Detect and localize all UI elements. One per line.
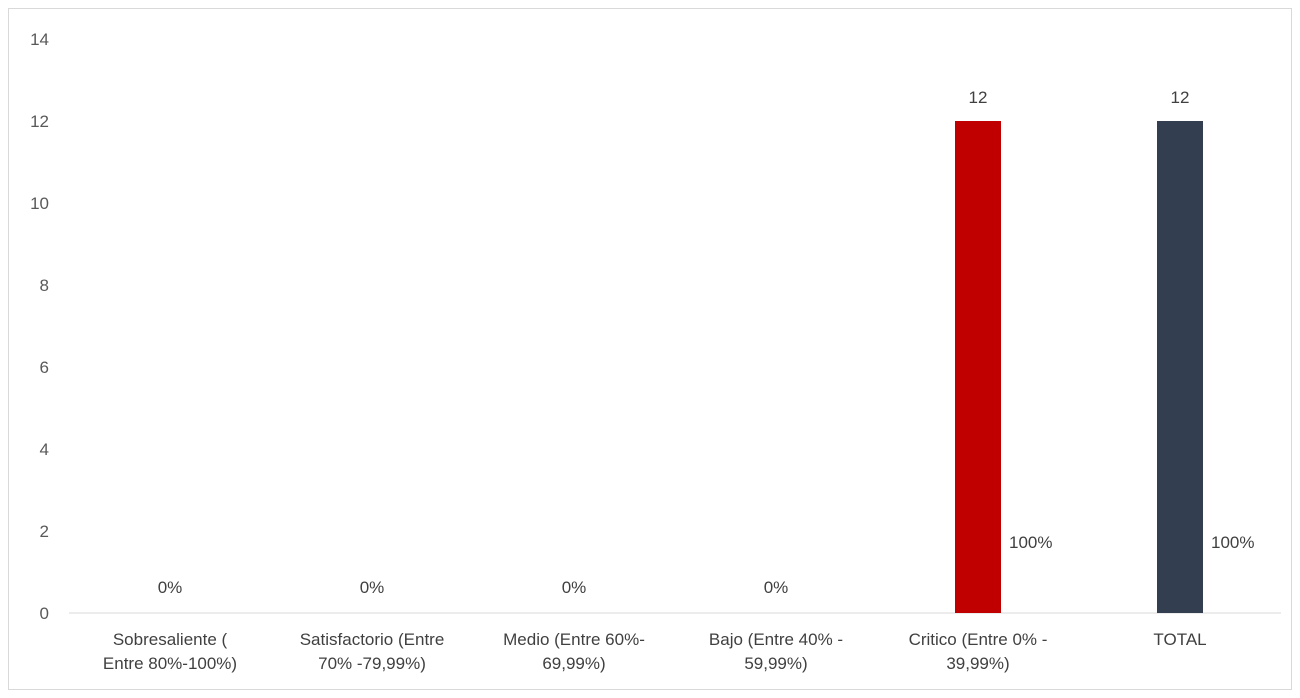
y-axis-ticks: 0 2 4 6 8 10 12 14: [30, 30, 49, 623]
category-label: Critico (Entre 0% -: [909, 630, 1048, 649]
category-label: Satisfactorio (Entre: [300, 630, 445, 649]
y-tick-label: 6: [40, 358, 49, 377]
bar-percent-label: 0%: [764, 578, 789, 597]
bar-percent-label: 100%: [1009, 533, 1052, 552]
bar-percent-label: 0%: [360, 578, 385, 597]
y-tick-label: 2: [40, 522, 49, 541]
category-label: TOTAL: [1153, 630, 1206, 649]
bar-value-label: 12: [1171, 88, 1190, 107]
bar-chart: 0 2 4 6 8 10 12 14 12 12 0% 0% 0% 0% 100% 100% Sobres…: [30, 30, 1281, 673]
bar: [1157, 121, 1203, 613]
y-tick-label: 10: [30, 194, 49, 213]
category-label: Medio (Entre 60%-: [503, 630, 645, 649]
category-label: Sobresaliente (: [113, 630, 228, 649]
bar: [955, 121, 1001, 613]
y-tick-label: 12: [30, 112, 49, 131]
y-tick-label: 4: [40, 440, 49, 459]
bar-percent-label: 0%: [562, 578, 587, 597]
bars: [955, 121, 1203, 613]
chart-frame: 0 2 4 6 8 10 12 14 12 12 0% 0% 0% 0% 100% 100% Sobres…: [8, 8, 1292, 690]
category-labels: Sobresaliente ( Entre 80%-100%) Satisfacto…: [103, 630, 1207, 673]
y-tick-label: 8: [40, 276, 49, 295]
bar-percent-label: 100%: [1211, 533, 1254, 552]
y-tick-label: 14: [30, 30, 49, 49]
category-label: 70% -79,99%): [318, 654, 426, 673]
bar-percent-label: 0%: [158, 578, 183, 597]
category-label: Entre 80%-100%): [103, 654, 237, 673]
bar-value-label: 12: [969, 88, 988, 107]
category-label: 69,99%): [542, 654, 605, 673]
y-tick-label: 0: [40, 604, 49, 623]
percent-labels: 0% 0% 0% 0% 100% 100%: [158, 533, 1255, 597]
category-label: 39,99%): [946, 654, 1009, 673]
value-labels: 12 12: [969, 88, 1190, 107]
category-label: 59,99%): [744, 654, 807, 673]
category-label: Bajo (Entre 40% -: [709, 630, 843, 649]
